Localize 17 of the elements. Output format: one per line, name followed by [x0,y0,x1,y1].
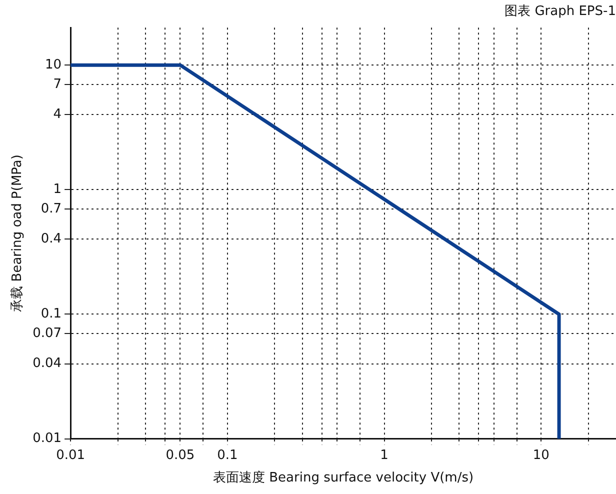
x-tick-label: 1 [380,448,388,463]
y-tick-label: 0.4 [40,232,62,247]
chart-title: 图表 Graph EPS-1 [504,4,616,20]
x-tick-label: 0.05 [166,448,195,463]
y-tick-label: 0.04 [32,356,62,372]
y-tick-label: 0.01 [32,431,62,446]
y-tick-label: 10 [45,57,62,72]
y-tick-label: 4 [53,107,62,122]
y-tick-label: 0.1 [40,306,62,322]
x-tick-label: 10 [532,448,550,463]
y-tick-label: 7 [53,76,62,92]
x-tick-label: 0.1 [217,448,238,463]
y-tick-label: 0.7 [40,201,62,216]
y-tick-label: 0.07 [32,326,62,341]
y-axis-title: 承载 Bearing oad P(MPa) [10,154,26,312]
x-axis-title: 表面速度 Bearing surface velocity V(m/s) [212,470,474,486]
y-tick-label: 1 [53,182,62,198]
